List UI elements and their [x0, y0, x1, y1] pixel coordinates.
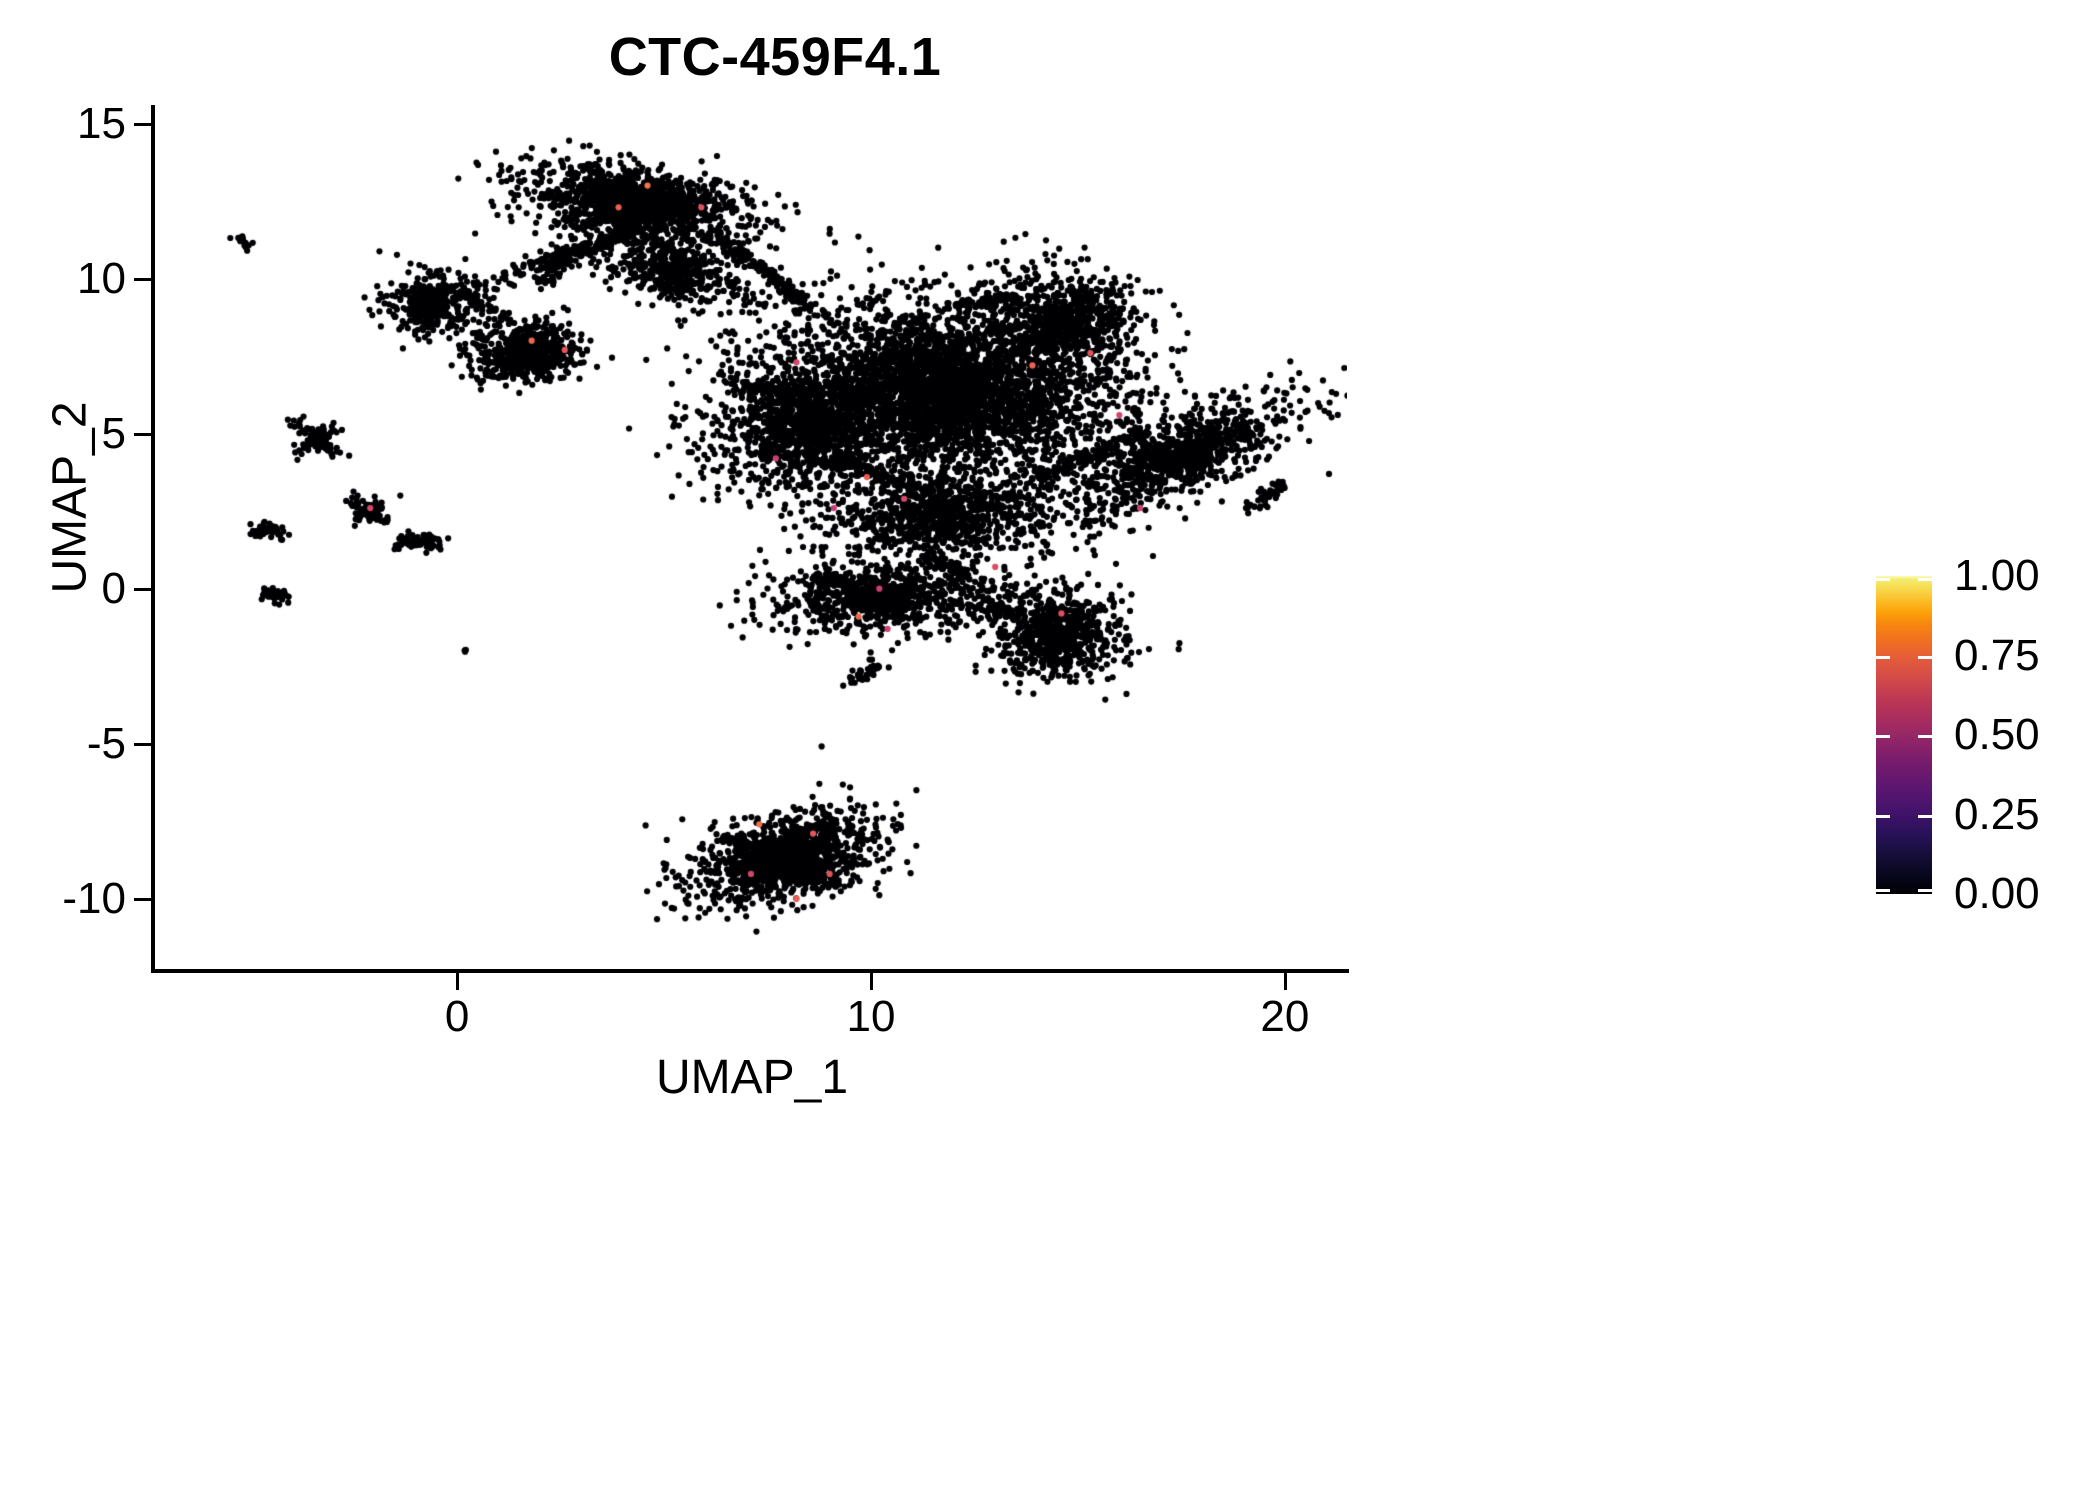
y-tick-label-1: 10: [77, 253, 126, 303]
y-tick-label-4: -5: [86, 718, 126, 768]
x-tick-label-0: 0: [444, 992, 470, 1041]
plot-panel: [155, 105, 1347, 970]
x-tick-label-1: 10: [846, 992, 896, 1041]
y-tick-label-3: 0: [101, 563, 126, 613]
legend-tick-right-0: [1918, 578, 1932, 581]
y-axis-title: UMAP_2: [43, 401, 97, 594]
legend-tick-label-2: 0.50: [1954, 710, 2040, 759]
y-tick-mark-3: [134, 587, 151, 591]
y-axis-line: [151, 105, 155, 973]
y-tick-label-5: -10: [62, 873, 126, 923]
legend-tick-label-3: 0.25: [1954, 789, 2040, 839]
color-legend: 1.00 0.75 0.50 0.25 0.00: [1876, 551, 2076, 918]
x-tick-mark-1: [870, 973, 874, 990]
x-axis-title: UMAP_1: [655, 1051, 849, 1104]
legend-tick-left-1: [1876, 655, 1890, 659]
x-tick-mark-0: [456, 973, 460, 990]
legend-tick-left-0: [1876, 578, 1890, 581]
page-title: CTC-459F4.1: [608, 27, 942, 87]
y-tick-mark-5: [134, 897, 151, 901]
legend-tick-right-2: [1918, 735, 1932, 738]
legend-tick-label-0: 1.00: [1954, 551, 2040, 600]
legend-tick-right-4: [1918, 889, 1932, 892]
legend-tick-left-4: [1876, 889, 1890, 892]
legend-tick-left-3: [1876, 814, 1890, 818]
y-tick-mark-2: [134, 432, 151, 436]
x-axis-line: [155, 969, 1349, 973]
y-tick-label-0: 15: [77, 98, 126, 148]
legend-tick-right-1: [1918, 655, 1932, 659]
y-tick-label-2: 5: [101, 408, 126, 458]
legend-tick-label-4: 0.00: [1954, 869, 2040, 918]
legend-tick-label-1: 0.75: [1954, 630, 2040, 680]
y-tick-mark-0: [134, 122, 151, 126]
x-tick-mark-2: [1283, 973, 1287, 990]
legend-tick-left-2: [1876, 735, 1890, 738]
scatter-points-canvas: [155, 105, 1347, 970]
legend-tick-right-3: [1918, 814, 1932, 818]
y-tick-mark-4: [134, 742, 151, 746]
x-tick-label-2: 20: [1260, 992, 1310, 1041]
y-tick-mark-1: [134, 277, 151, 281]
